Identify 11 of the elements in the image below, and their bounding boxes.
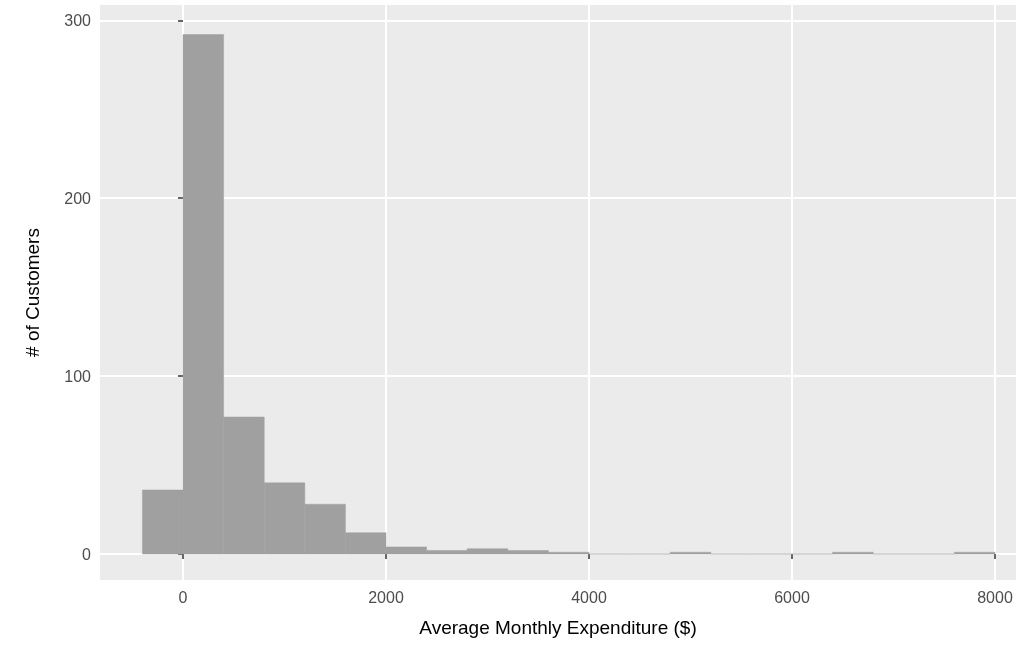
y-tick-label: 200 (64, 189, 92, 207)
x-tick-label: 8000 (977, 588, 1013, 606)
x-tick-label: 6000 (774, 588, 810, 606)
y-tick-label: 100 (64, 367, 92, 385)
y-tick-label: 300 (64, 11, 92, 29)
x-tick-label: 2000 (368, 588, 404, 606)
x-tick-label: 4000 (571, 588, 607, 606)
x-axis-title: Average Monthly Expenditure ($) (419, 617, 697, 638)
y-tick-label: 0 (82, 545, 92, 563)
y-axis-title: # of Customers (22, 228, 43, 357)
x-tick-label: 0 (178, 588, 188, 606)
